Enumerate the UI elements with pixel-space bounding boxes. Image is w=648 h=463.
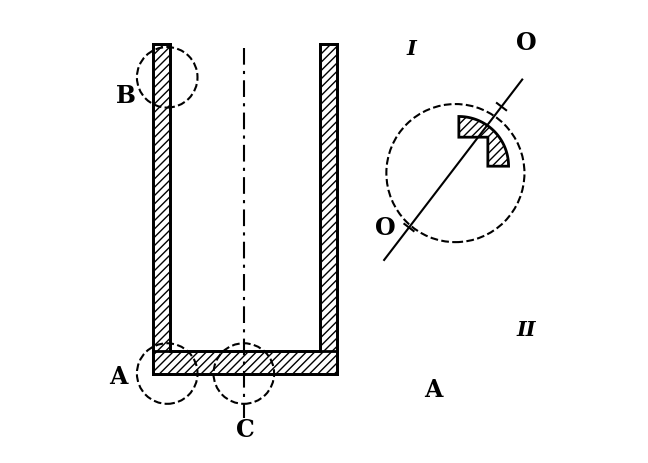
Polygon shape — [459, 117, 509, 167]
Text: O: O — [375, 215, 396, 239]
Bar — [319, 45, 338, 374]
Bar — [152, 351, 338, 374]
Text: O: O — [516, 31, 537, 55]
Text: II: II — [517, 319, 537, 339]
Text: A: A — [109, 364, 128, 388]
Text: C: C — [236, 417, 255, 441]
Text: B: B — [116, 84, 135, 108]
Bar — [152, 45, 170, 374]
Text: I: I — [406, 39, 416, 59]
Text: A: A — [424, 377, 443, 401]
